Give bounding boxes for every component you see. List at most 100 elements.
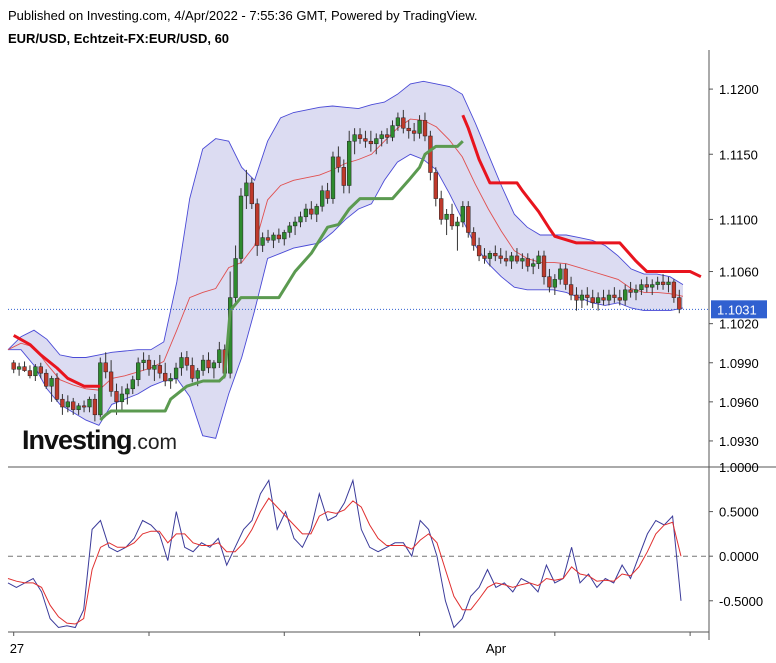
candle: [92, 394, 98, 422]
candle: [633, 284, 639, 301]
candle-body: [428, 135, 433, 173]
candle: [655, 276, 660, 290]
candle: [255, 198, 260, 256]
candle-body: [493, 253, 498, 257]
candle: [552, 274, 557, 295]
candle: [87, 396, 92, 413]
candle-body: [601, 297, 606, 301]
time-tick-label: Apr: [486, 641, 507, 656]
candle-body: [130, 379, 135, 390]
candle-body: [108, 371, 114, 392]
time-axis: 27 Apr: [10, 632, 691, 656]
candle-body: [179, 357, 184, 369]
candle: [650, 279, 655, 295]
candle: [541, 250, 547, 285]
candle-body: [44, 372, 49, 387]
candle: [449, 203, 455, 230]
candle: [11, 360, 16, 374]
candle: [390, 120, 395, 142]
candle-body: [38, 366, 43, 374]
osc-tick-label: 0.5000: [719, 505, 759, 520]
candle: [531, 258, 536, 275]
candle-body: [390, 125, 395, 138]
candle: [520, 253, 525, 269]
candle: [309, 201, 314, 220]
candle-body: [352, 134, 357, 142]
price-tick-label: 1.0930: [719, 434, 759, 449]
candle-body: [87, 398, 92, 408]
candle-body: [265, 237, 271, 241]
candle-body: [595, 297, 601, 304]
candle: [623, 284, 628, 306]
candle: [563, 263, 568, 290]
candle: [260, 232, 265, 252]
candle: [60, 394, 65, 415]
candle-body: [379, 134, 384, 139]
candle-body: [401, 117, 406, 129]
candle-body: [303, 208, 309, 218]
candle-body: [460, 206, 465, 223]
candle-body: [455, 221, 460, 227]
candle: [368, 130, 374, 152]
candle-body: [547, 276, 552, 288]
candle-body: [282, 232, 287, 240]
band-fill: [8, 81, 683, 439]
osc-tick-label: 0.0000: [719, 549, 759, 564]
candle: [184, 351, 190, 371]
candle-body: [487, 253, 493, 259]
supertrend-down: [461, 114, 702, 279]
candle-body: [374, 138, 379, 145]
candle: [287, 222, 292, 238]
candle: [406, 120, 411, 139]
candle: [660, 274, 666, 290]
candle: [217, 341, 222, 368]
candle-body: [514, 255, 520, 262]
candle-body: [433, 172, 438, 199]
supertrend: [12, 114, 702, 422]
candle-body: [476, 245, 482, 257]
candle-body: [54, 378, 60, 400]
candle: [401, 109, 406, 134]
candle-body: [287, 225, 292, 233]
candle: [282, 229, 287, 246]
candle-body: [163, 372, 168, 382]
candle-body: [146, 359, 152, 370]
candle-body: [16, 366, 22, 370]
candle-body: [363, 138, 368, 142]
candle: [265, 229, 271, 243]
candle: [444, 208, 449, 236]
band-upper: [7, 80, 684, 358]
candle-body: [503, 258, 509, 262]
candle: [606, 289, 612, 306]
candle-body: [22, 366, 27, 371]
candle: [233, 245, 238, 305]
candle: [54, 373, 60, 402]
candle: [455, 216, 460, 251]
candle-body: [395, 117, 401, 126]
candle-body: [444, 213, 449, 220]
candle: [460, 201, 465, 228]
candle-body: [482, 255, 487, 259]
candle: [574, 287, 579, 311]
candle: [352, 128, 357, 155]
candle-body: [617, 297, 622, 301]
candle: [298, 211, 303, 228]
candle: [146, 354, 152, 376]
candle: [33, 364, 38, 381]
candle: [568, 276, 574, 301]
candle: [357, 128, 363, 144]
candle-body: [141, 359, 146, 363]
price-tick-label: 1.1020: [719, 317, 759, 332]
candle-body: [606, 294, 612, 301]
supertrend-down: [12, 334, 101, 388]
candle-body: [579, 294, 585, 301]
price-tick-label: 1.1100: [719, 212, 758, 227]
price-tick-label: 1.1200: [719, 82, 759, 97]
candle: [49, 375, 54, 402]
candle: [22, 361, 27, 372]
osc-tick-label: 1.0000: [719, 460, 759, 475]
candle-body: [114, 391, 119, 403]
candle-body: [411, 130, 417, 134]
candle-body: [368, 140, 374, 145]
